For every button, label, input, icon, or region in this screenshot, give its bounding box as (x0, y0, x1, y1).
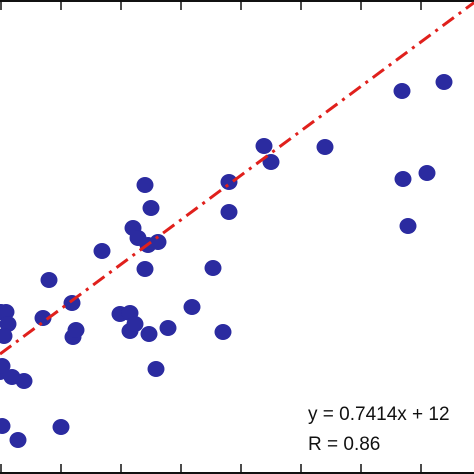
data-point (15, 373, 33, 389)
r-value-label: R = 0.86 (308, 434, 380, 455)
data-point (136, 177, 154, 193)
data-point (126, 316, 144, 332)
data-point (40, 272, 58, 288)
data-point (34, 310, 52, 326)
data-point (316, 139, 334, 155)
data-point (220, 204, 238, 220)
equation-label: y = 0.7414x + 12 (308, 404, 450, 425)
data-point (399, 218, 417, 234)
data-point (220, 174, 238, 190)
data-point (0, 304, 15, 320)
data-point (0, 328, 13, 344)
fit-line (0, 1, 474, 356)
data-point (394, 171, 412, 187)
data-point (393, 83, 411, 99)
data-point (204, 260, 222, 276)
data-point (142, 200, 160, 216)
data-point (0, 418, 11, 434)
data-point (147, 361, 165, 377)
data-point (418, 165, 436, 181)
data-point (435, 74, 453, 90)
data-point (136, 261, 154, 277)
data-point (0, 316, 17, 332)
data-point (159, 320, 177, 336)
data-point (214, 324, 232, 340)
fit-line-group (0, 1, 474, 356)
data-point (93, 243, 111, 259)
data-point (255, 138, 273, 154)
data-point (149, 234, 167, 250)
data-points (0, 74, 453, 448)
data-point (183, 299, 201, 315)
data-point (52, 419, 70, 435)
data-point (0, 358, 11, 374)
data-point (140, 326, 158, 342)
data-point (9, 432, 27, 448)
data-point (67, 322, 85, 338)
